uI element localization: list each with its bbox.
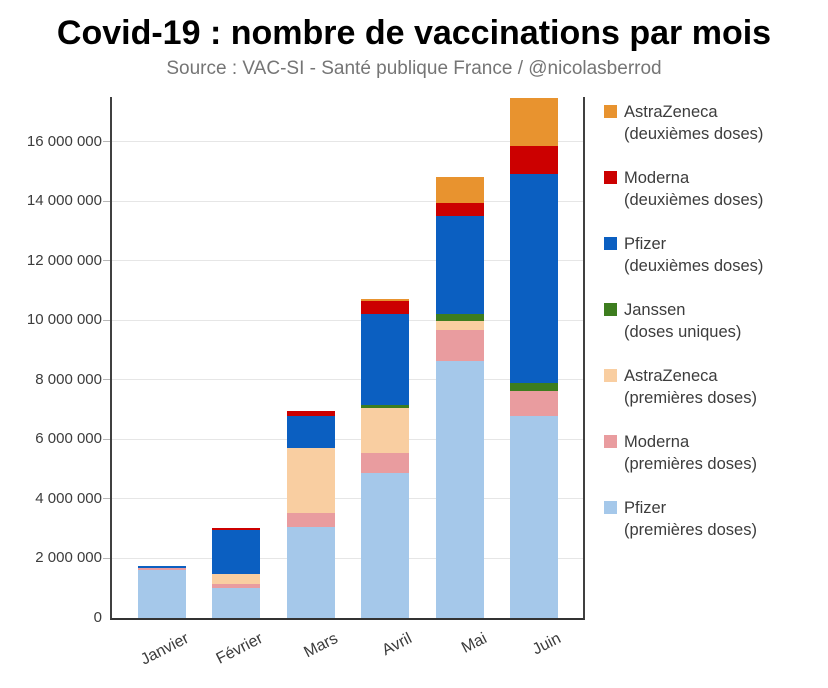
bar-segment [212,587,261,618]
bar-segment [286,448,335,514]
bar-segment [435,216,484,314]
legend-swatch [604,435,617,448]
y-axis-tick [103,557,110,559]
y-axis-label: 8 000 000 [35,370,102,388]
legend-series-sublabel: (doses uniques) [624,323,742,341]
legend-series-sublabel: (premières doses) [624,521,757,539]
legend-swatch [604,105,617,118]
bar-segment [435,329,484,362]
gridline [112,260,583,262]
bar-segment [510,173,558,383]
legend-item: Janssen (doses uniques) [604,299,824,343]
gridline [112,200,583,202]
bar-segment [510,382,558,392]
gridline [112,319,583,321]
legend-series-sublabel: (deuxièmes doses) [624,191,764,209]
legend-item: Pfizer (premières doses) [604,497,824,541]
bar-segment [361,453,410,473]
y-axis-label: 14 000 000 [26,192,102,210]
legend-item: Moderna (premières doses) [604,431,824,475]
y-axis-label: 10 000 000 [26,311,102,329]
bar-segment [361,472,410,618]
y-axis-tick [103,260,110,262]
y-axis-tick [103,379,110,381]
legend-series-sublabel: (premières doses) [624,389,757,407]
legend-series-name: AstraZeneca [624,367,718,385]
legend-series-sublabel: (premières doses) [624,455,757,473]
bar-segment [435,202,484,217]
plot-area [103,97,585,620]
legend-swatch [604,303,617,316]
legend-item: AstraZeneca (premières doses) [604,365,824,409]
gridline [112,498,583,500]
y-axis-tick [103,498,110,500]
y-axis-tick [103,438,110,440]
page-subtitle: Source : VAC-SI - Santé publique France … [166,58,662,79]
legend-item: Moderna (deuxièmes doses) [604,167,824,211]
y-axis-label: 0 [93,609,102,626]
gridline [112,379,583,381]
y-axis-label: 6 000 000 [35,430,102,448]
y-axis-tick [103,141,110,143]
page-title: Covid-19 : nombre de vaccinations par mo… [56,14,772,52]
y-axis-label: 2 000 000 [35,549,102,567]
legend-series-name: Pfizer [624,499,667,517]
y-axis-label: 16 000 000 [26,132,102,150]
y-axis-tick [103,200,110,202]
bar-segment [510,391,558,417]
legend-series-name: AstraZeneca [624,103,718,121]
legend-series-name: Moderna [624,433,690,451]
bar-segment [361,314,410,406]
legend-swatch [604,237,617,250]
legend: AstraZeneca (deuxièmes doses) Moderna (deux… [604,101,824,563]
legend-series-sublabel: (deuxièmes doses) [624,257,764,275]
gridline [112,438,583,440]
bar-segment [138,568,186,571]
bar-segment [212,573,261,585]
bar-segment [212,529,261,574]
bar-segment [212,527,261,530]
y-axis-label: 4 000 000 [35,489,102,507]
bar-segment [510,146,558,174]
bar-segment [286,410,335,416]
bar-segment [286,415,335,449]
bar-segment [138,570,186,618]
legend-item: AstraZeneca (deuxièmes doses) [604,101,824,145]
bar-segment [286,526,335,618]
bar-segment [435,320,484,330]
bar-segment [361,405,410,408]
y-axis-tick [103,319,110,321]
bar-segment [212,584,261,588]
bar-segment [361,298,410,301]
bar-segment [510,416,558,618]
legend-swatch [604,501,617,514]
legend-series-name: Pfizer [624,235,667,253]
bar-segment [361,300,410,315]
legend-swatch [604,171,617,184]
y-axis-label: 12 000 000 [26,251,102,269]
legend-series-sublabel: (deuxièmes doses) [624,125,764,143]
bar-segment [435,177,484,203]
legend-swatch [604,369,617,382]
legend-series-name: Moderna [624,169,690,187]
bar-segment [138,565,186,568]
bar-segment [361,407,410,454]
bar-segment [510,97,558,147]
gridline [112,557,583,559]
legend-item: Pfizer (deuxièmes doses) [604,233,824,277]
bar-segment [435,313,484,321]
legend-series-name: Janssen [624,301,686,319]
bar-segment [435,361,484,618]
bar-segment [286,513,335,527]
gridline [112,141,583,143]
